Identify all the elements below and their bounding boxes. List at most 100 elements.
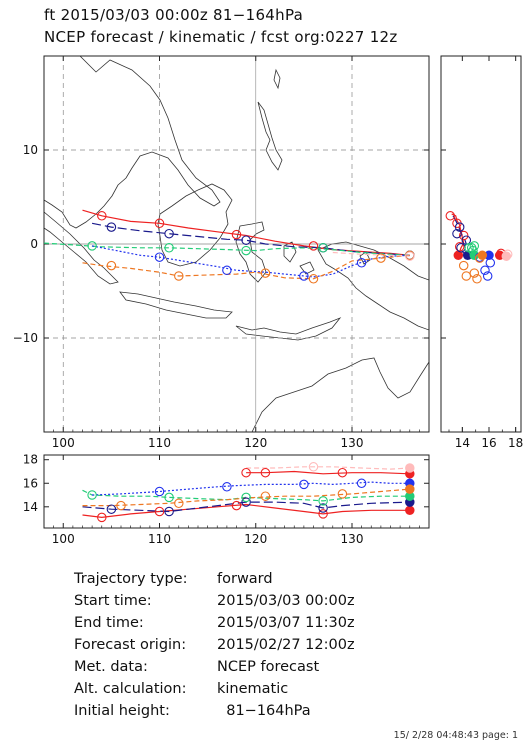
trajectory-point (97, 211, 107, 221)
trajectory-point (222, 482, 232, 492)
info-row: Alt. calculation: kinematic (74, 678, 355, 700)
y-tick-label: 0 (30, 237, 38, 251)
trajectory-point (154, 506, 165, 517)
trajectory-point (106, 504, 117, 514)
chart-title-line2: NCEP forecast / kinematic / fcst org:022… (44, 28, 398, 46)
trajectory-point (164, 243, 174, 253)
info-row: End time: 2015/03/07 11:30z (74, 612, 355, 634)
trajectory-point (405, 463, 415, 473)
info-label: Alt. calculation: (74, 681, 187, 697)
series-line (82, 254, 410, 280)
trajectory-point (461, 271, 472, 281)
series-line (82, 488, 410, 507)
info-label: Met. data: (74, 659, 148, 675)
coastline-philippines (257, 101, 283, 171)
trajectory-point (469, 268, 480, 278)
coastline-sumatra (44, 211, 119, 285)
coastline-borneo (157, 183, 233, 267)
trajectory-point (154, 486, 165, 497)
series-line (452, 215, 468, 256)
info-value: 81−164hPa (217, 703, 311, 719)
x-tick-label: 14 (455, 436, 470, 450)
coastline-taiwan (273, 68, 281, 90)
trajectory-point (241, 245, 251, 256)
trajectory-point (106, 222, 117, 232)
trajectory-point (260, 491, 271, 501)
series-layer (82, 462, 415, 523)
trajectory-point (260, 467, 271, 478)
trajectory-point (337, 489, 348, 499)
info-label: Trajectory type: (74, 571, 188, 587)
height-time-panel: 100 110 120 130 18 16 14 (23, 453, 430, 546)
trajectory-point (174, 498, 184, 509)
x-tick-label: 110 (148, 436, 171, 450)
x-tick-label: 100 (52, 532, 75, 546)
trajectory-point (164, 228, 174, 239)
trajectory-point (174, 271, 184, 281)
info-value: kinematic (217, 681, 289, 697)
trajectory-point (458, 230, 469, 241)
height-latitude-panel: 14 16 18 (440, 55, 523, 450)
trajectory-point (222, 265, 232, 276)
x-tick-label: 110 (148, 532, 171, 546)
info-value: NCEP forecast (217, 659, 320, 675)
series-line (332, 251, 410, 257)
chart-title-line1: ft 2015/03/03 00:00z 81−164hPa (44, 6, 304, 24)
trajectory-point (469, 241, 480, 251)
info-label: End time: (74, 615, 144, 631)
trajectory-point (337, 467, 348, 478)
y-tick-label: 10 (23, 143, 38, 157)
trajectory-point (308, 274, 319, 284)
trajectory-point (154, 252, 165, 262)
series-line (44, 242, 410, 256)
x-tick-label: 18 (508, 436, 523, 450)
series-line (246, 466, 410, 470)
series-line (91, 245, 410, 278)
trajectory-point (299, 479, 309, 490)
trajectory-point (376, 253, 386, 263)
trajectory-point (164, 492, 174, 503)
trajectory-point (318, 496, 328, 506)
trajectory-point (87, 241, 97, 251)
trajectory-point (308, 241, 319, 251)
info-label: Start time: (74, 593, 152, 609)
trajectory-point (241, 492, 251, 503)
trajectory-info: Trajectory type: forward Start time: 201… (74, 568, 355, 722)
info-value: 2015/03/07 11:30z (217, 615, 355, 631)
x-tick-label: 100 (52, 436, 75, 450)
trajectory-point (97, 512, 107, 523)
trajectory-point (452, 228, 462, 239)
trajectory-point (260, 268, 271, 278)
panel-frame (440, 55, 522, 433)
trajectory-point (318, 243, 328, 253)
x-tick-label: 130 (341, 532, 364, 546)
info-label: Forecast origin: (74, 637, 187, 653)
coastline-sulawesi (235, 221, 267, 283)
coastline-java (119, 291, 233, 319)
series-line (82, 209, 410, 256)
trajectory-point (241, 497, 251, 507)
x-tick-label: 130 (341, 436, 364, 450)
trajectory-point (472, 274, 482, 284)
trajectory-point (356, 258, 367, 268)
coastline-mainland-asia (44, 56, 221, 229)
trajectory-point (445, 211, 456, 221)
info-row: Start time: 2015/03/03 00:00z (74, 590, 355, 612)
trajectory-point (106, 260, 117, 271)
footer-timestamp: 15/ 2/28 04:48:43 page: 1 (393, 730, 518, 741)
y-tick-label: 18 (23, 453, 38, 467)
info-row: Trajectory type: forward (74, 568, 355, 590)
x-tick-label: 120 (244, 436, 267, 450)
trajectory-point (454, 222, 465, 232)
trajectory-point (308, 462, 319, 472)
trajectory-point (405, 484, 415, 494)
info-row: Initial height: 81−164hPa (74, 700, 355, 722)
trajectory-point (164, 506, 174, 517)
coastline-lesser-sunda (235, 317, 342, 341)
trajectory-point (477, 250, 488, 261)
y-tick-label: 14 (23, 500, 38, 514)
series-line (92, 481, 410, 496)
trajectory-point (87, 490, 97, 500)
trajectory-point (464, 243, 474, 253)
